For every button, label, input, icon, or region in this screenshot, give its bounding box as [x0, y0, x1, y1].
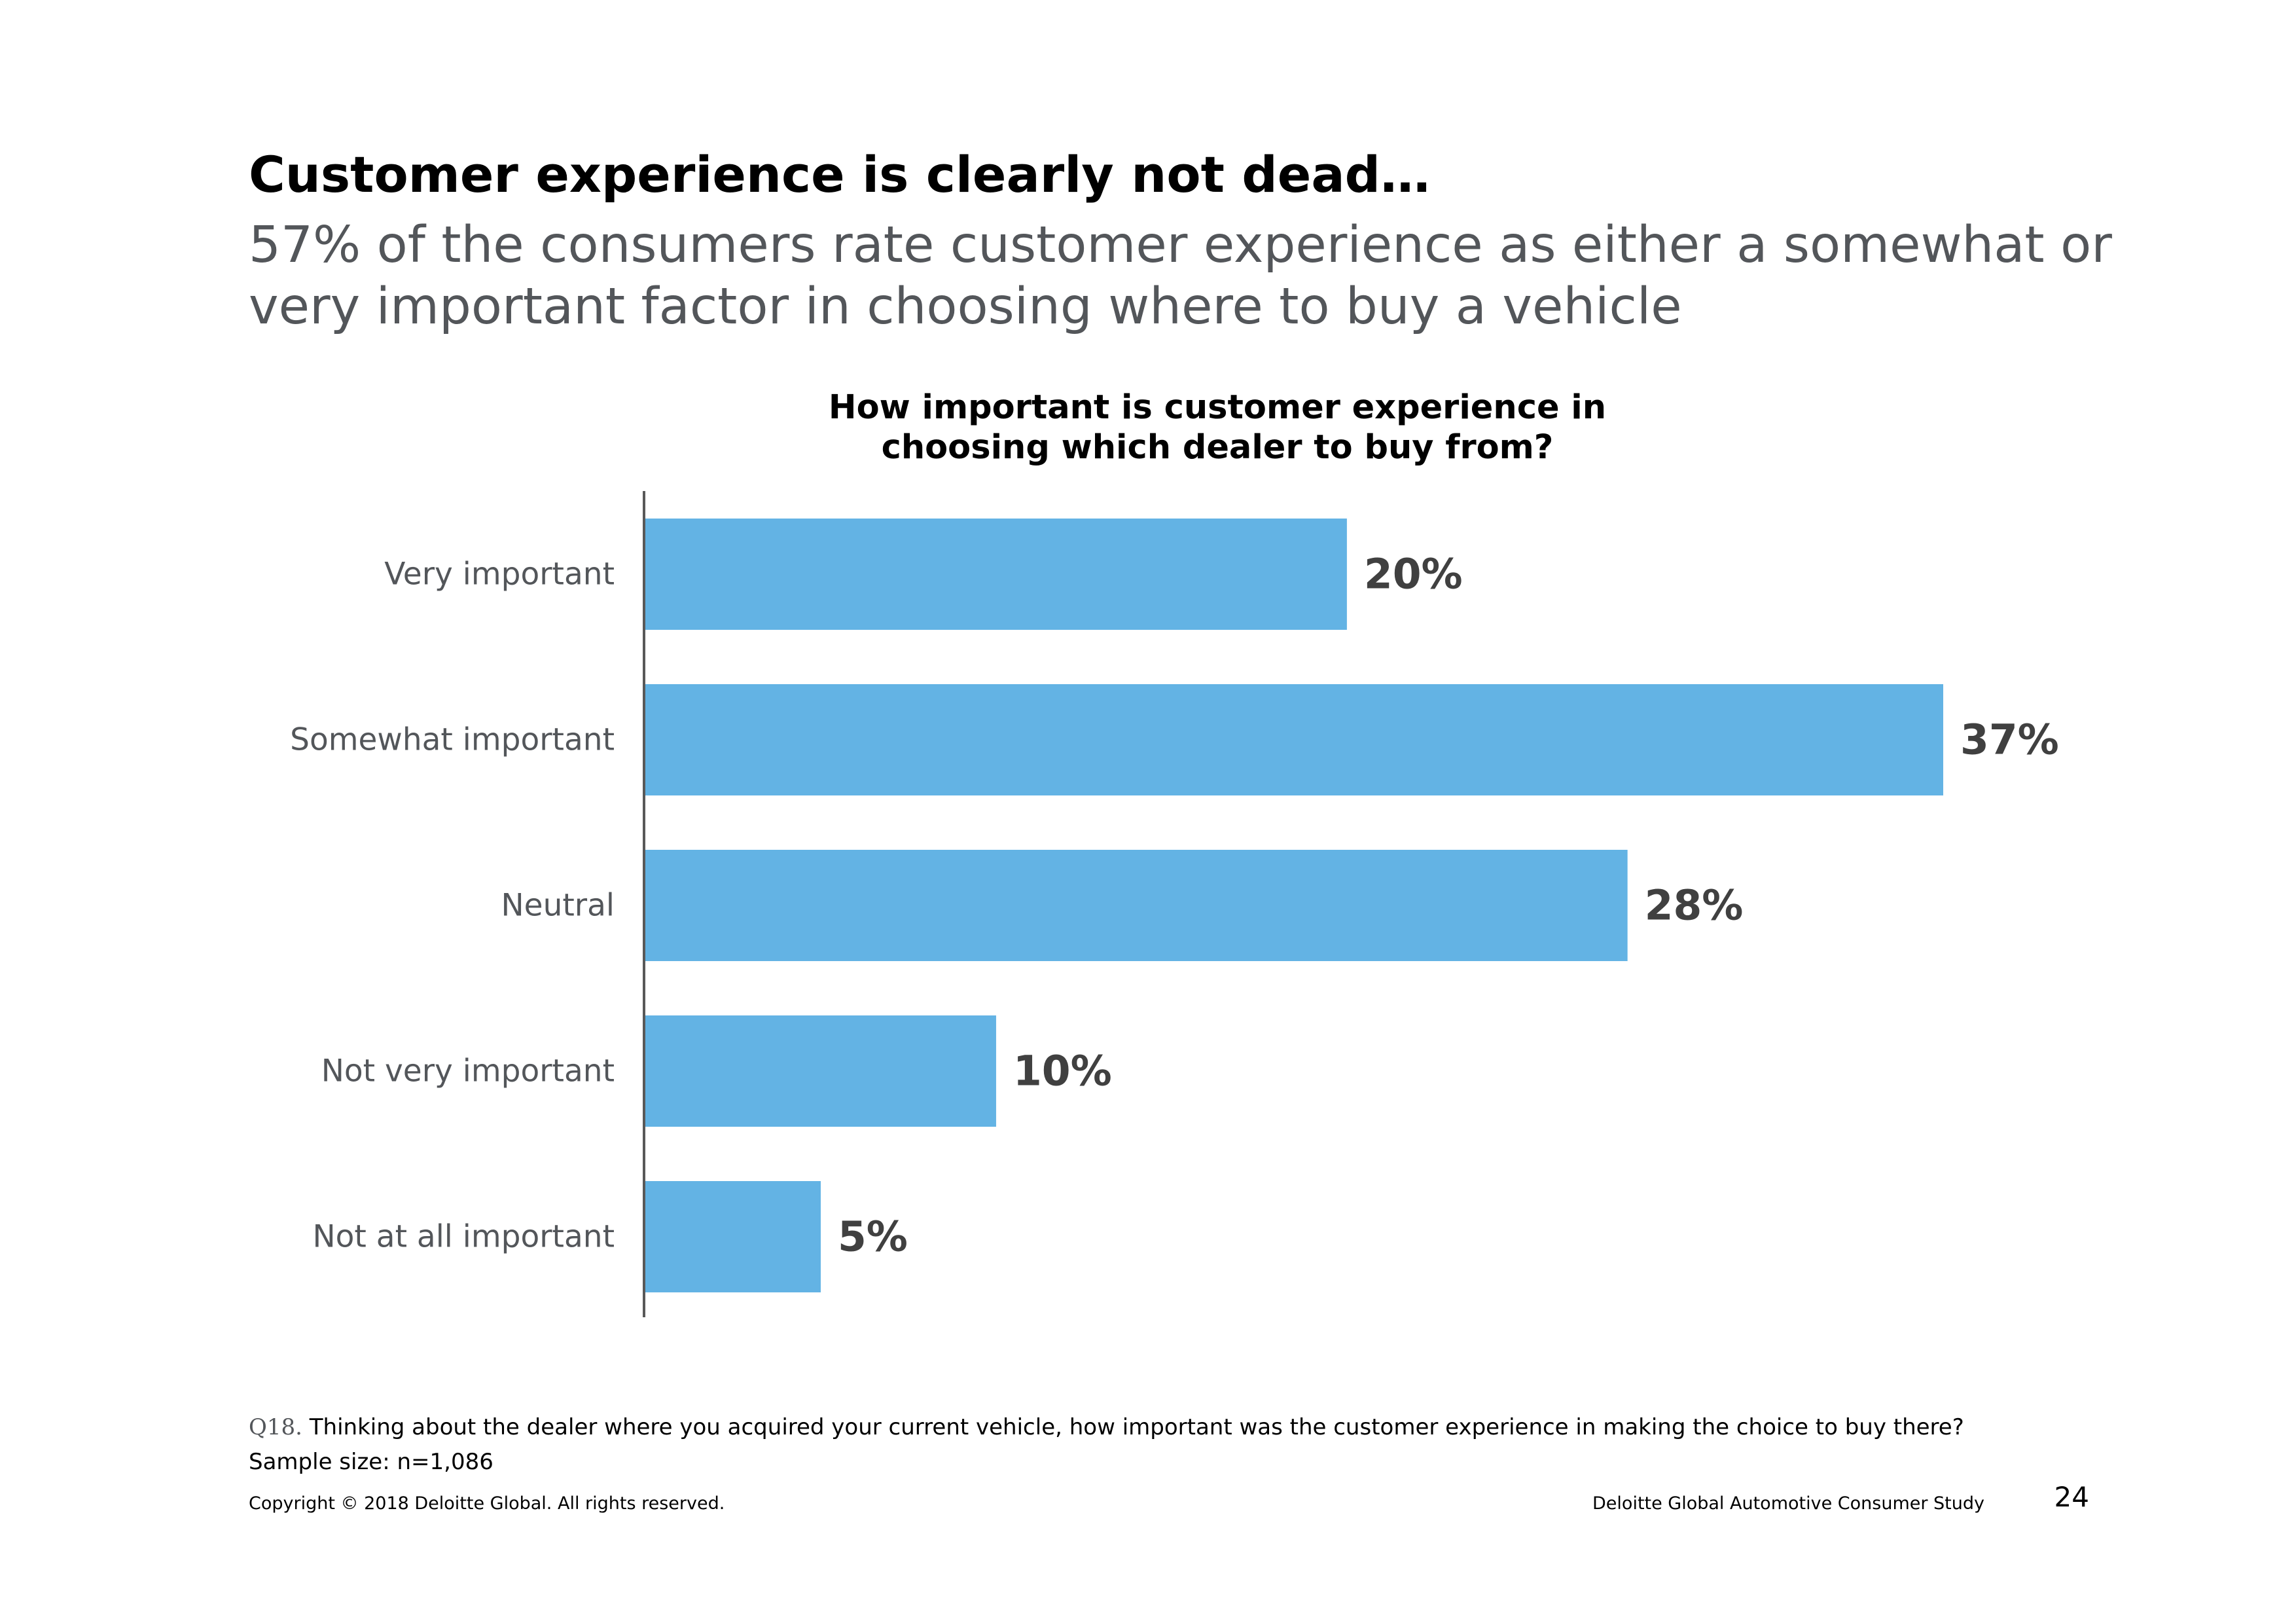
- category-label: Not at all important: [312, 1219, 615, 1255]
- study-name: Deloitte Global Automotive Consumer Stud…: [1592, 1493, 1984, 1514]
- slide-subtitle: 57% of the consumers rate customer exper…: [249, 216, 2112, 336]
- category-label: Not very important: [321, 1053, 615, 1089]
- data-label: 20%: [1364, 551, 1463, 598]
- bar-neutral: [645, 850, 1628, 961]
- chart-title-line-2: choosing which dealer to buy from?: [881, 428, 1554, 467]
- data-label: 10%: [1013, 1048, 1112, 1095]
- chart-title: How important is customer experience in …: [720, 388, 1715, 467]
- data-label: 28%: [1645, 882, 1744, 930]
- slide-title: Customer experience is clearly not dead…: [249, 145, 1431, 204]
- page-number: 24: [2054, 1481, 2089, 1513]
- chart-title-line-1: How important is customer experience in: [828, 388, 1607, 427]
- category-label: Very important: [384, 556, 615, 593]
- category-label: Somewhat important: [290, 722, 615, 758]
- bar-very-important: [645, 519, 1347, 630]
- question-code: Q18.: [249, 1414, 302, 1440]
- data-label: 37%: [1960, 716, 2059, 764]
- sample-size-note: Sample size: n=1,086: [249, 1449, 493, 1475]
- copyright-text: Copyright © 2018 Deloitte Global. All ri…: [249, 1493, 725, 1514]
- data-label: 5%: [838, 1213, 908, 1261]
- category-label: Neutral: [501, 888, 615, 924]
- question-text: Thinking about the dealer where you acqu…: [302, 1414, 1964, 1440]
- bar-not-at-all-important: [645, 1181, 821, 1292]
- question-footnote: Q18. Thinking about the dealer where you…: [249, 1414, 1964, 1440]
- bar-somewhat-important: [645, 684, 1943, 795]
- bar-not-very-important: [645, 1015, 996, 1127]
